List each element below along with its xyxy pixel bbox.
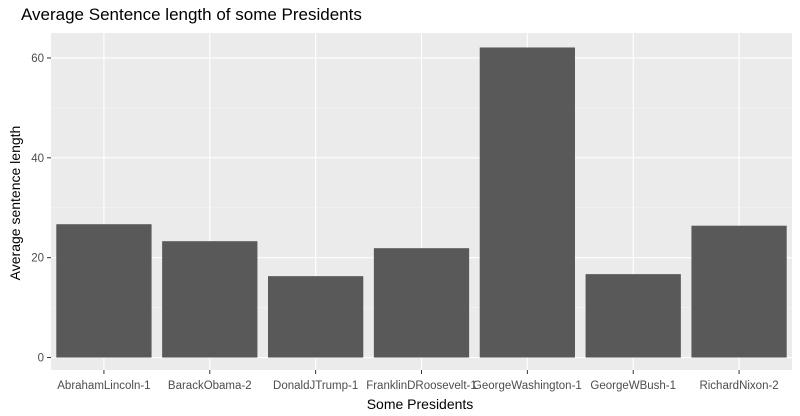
chart-title: Average Sentence length of some Presiden… bbox=[21, 5, 362, 24]
bar bbox=[162, 241, 258, 358]
bar bbox=[585, 274, 681, 358]
x-tick-label: DonaldJTrump-1 bbox=[273, 380, 358, 392]
y-tick-label: 60 bbox=[31, 53, 44, 65]
bars bbox=[56, 47, 787, 358]
x-tick-label: RichardNixon-2 bbox=[699, 380, 778, 392]
bar bbox=[373, 248, 470, 358]
x-tick-label: FranklinDRoosevelt-1 bbox=[366, 380, 477, 392]
x-tick-label: BarackObama-2 bbox=[168, 380, 252, 392]
bar bbox=[56, 224, 152, 358]
x-tick-label: GeorgeWashington-1 bbox=[473, 380, 582, 392]
y-tick-label: 0 bbox=[38, 353, 44, 365]
x-tick-label: AbrahamLincoln-1 bbox=[57, 380, 150, 392]
bar bbox=[268, 276, 364, 358]
x-axis-label: Some Presidents bbox=[366, 396, 474, 412]
bar bbox=[691, 225, 787, 358]
y-tick-label: 40 bbox=[31, 153, 44, 165]
axis-ticks: 0 20 40 60 AbrahamLincoln-1 BarackObama-2 Dona… bbox=[31, 53, 779, 392]
y-tick-label: 20 bbox=[31, 253, 44, 265]
x-tick-label: GeorgeWBush-1 bbox=[590, 380, 676, 392]
bar bbox=[479, 47, 575, 358]
